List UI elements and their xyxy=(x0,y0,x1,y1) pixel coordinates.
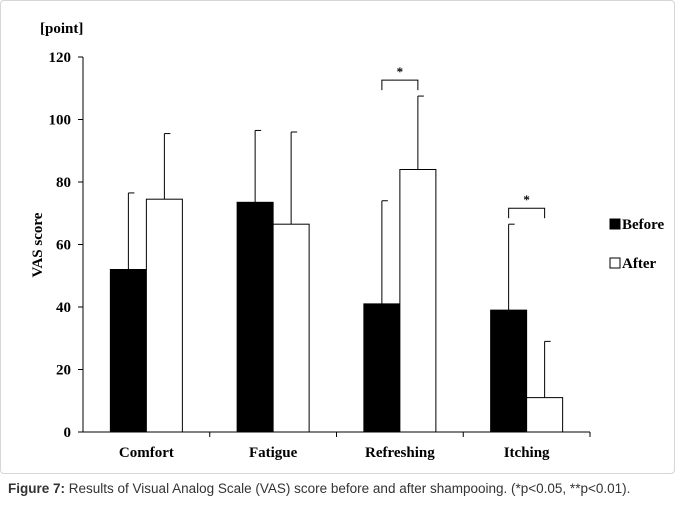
bar-chart: [point] VAS score 0 20 40 60 80 100 120 Comfort… xyxy=(30,21,665,461)
x-tick-label: Itching xyxy=(504,445,550,461)
y-tick-label: 20 xyxy=(56,363,71,379)
y-tick-label: 60 xyxy=(56,238,71,254)
legend-swatch-after xyxy=(609,257,621,269)
y-tick-label: 80 xyxy=(56,175,71,191)
bar-after-comfort xyxy=(145,198,183,433)
figure-caption: Figure 7: Results of Visual Analog Scale… xyxy=(8,480,672,498)
x-tick-label: Fatigue xyxy=(249,445,298,461)
y-unit-label: [point] xyxy=(40,21,83,37)
significance-bracket xyxy=(508,207,546,219)
bar-after-refreshing xyxy=(399,169,437,433)
legend-label-after: After xyxy=(622,256,656,272)
plot-area: 0 20 40 60 80 100 120 Comfort Fatigue Refreshing I… xyxy=(49,50,665,461)
bar-before-refreshing xyxy=(363,303,401,433)
significance-marker: * xyxy=(523,192,530,207)
bar-after-itching xyxy=(526,397,564,433)
x-tick-label: Refreshing xyxy=(365,445,435,461)
bar-after-fatigue xyxy=(272,223,310,433)
bar-before-itching xyxy=(490,309,528,433)
y-tick-label: 120 xyxy=(49,50,72,66)
caption-text: Results of Visual Analog Scale (VAS) sco… xyxy=(65,481,631,496)
bar-before-comfort xyxy=(109,269,147,433)
y-tick-label: 40 xyxy=(56,300,71,316)
legend-swatch-before xyxy=(609,218,621,230)
y-tick-label: 100 xyxy=(49,113,72,129)
bar-before-fatigue xyxy=(236,201,274,433)
y-tick-label: 0 xyxy=(64,425,72,441)
caption-label: Figure 7: xyxy=(8,481,66,496)
legend-label-before: Before xyxy=(622,217,665,233)
significance-marker: * xyxy=(397,64,404,79)
significance-bracket xyxy=(381,79,419,91)
y-axis-title: VAS score xyxy=(30,212,46,277)
x-tick-label: Comfort xyxy=(119,445,174,461)
